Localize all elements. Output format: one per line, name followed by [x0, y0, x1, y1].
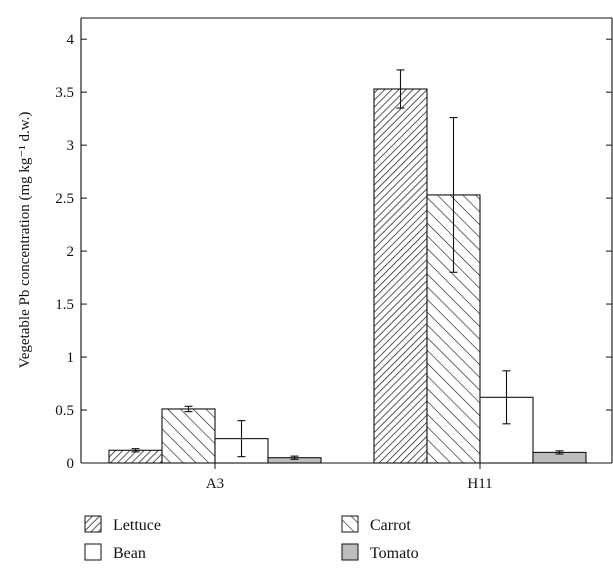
legend-label-lettuce: Lettuce	[113, 517, 161, 534]
legend-swatch-bean	[84, 543, 102, 561]
axes: 0 0.5 1 1.5 2 2.5 3 3.5 4 A3 H11 Vegetable Pb conce…	[17, 17, 613, 492]
legend-label-bean: Bean	[113, 545, 146, 562]
y-tick-label-7: 3.5	[55, 85, 74, 101]
y-tick-label-4: 2	[67, 244, 75, 260]
plot-area	[108, 69, 587, 464]
legend-label-tomato: Tomato	[370, 545, 419, 562]
legend-swatch-lettuce	[84, 515, 102, 533]
y-axis-title: Vegetable Pb concentration (mg kg⁻¹ d.w.…	[17, 112, 33, 369]
y-tick-label-5: 2.5	[55, 191, 74, 207]
bar-a3-carrot	[161, 408, 216, 464]
bar-h11-lettuce	[373, 88, 428, 464]
legend: Lettuce Carrot Bean Tomato	[84, 515, 419, 562]
y-tick-label-8: 4	[67, 32, 75, 48]
legend-swatch-carrot	[341, 515, 359, 533]
legend-label-carrot: Carrot	[370, 517, 411, 534]
y-tick-label-3: 1.5	[55, 297, 74, 313]
y-tick-label-1: 0.5	[55, 403, 74, 419]
y-tick-label-2: 1	[67, 350, 75, 366]
x-tick-label-a3: A3	[206, 476, 224, 492]
x-tick-label-h11: H11	[467, 476, 492, 492]
y-tick-label-0: 0	[67, 456, 75, 472]
y-tick-label-6: 3	[67, 138, 75, 154]
legend-swatch-tomato	[341, 543, 359, 561]
